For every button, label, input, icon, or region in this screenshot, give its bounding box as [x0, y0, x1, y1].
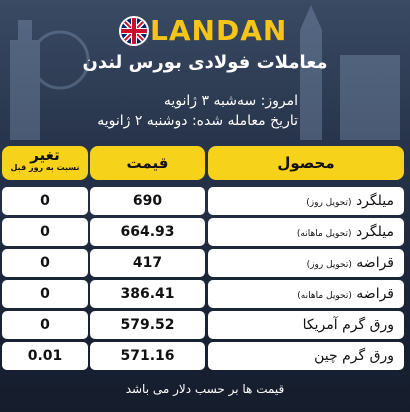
change-cell: 0.01	[2, 342, 88, 370]
footer-note: قیمت ها بر حسب دلار می باشد	[125, 382, 285, 396]
product-cell: میلگرد (تحویل ماهانه)	[208, 218, 404, 246]
uk-flag-icon	[119, 16, 149, 46]
table-row: قراضه (تحویل ماهانه) 386.41 0	[0, 280, 410, 308]
table-row: ورق گرم چین 571.16 0.01	[0, 342, 410, 370]
table-row: قراضه (تحویل روز) 417 0	[0, 249, 410, 277]
header-product: محصول	[208, 146, 404, 180]
today-date: امروز: سه‌شبه ۳ ژانویه	[163, 93, 298, 109]
product-name: قراضه	[356, 255, 394, 271]
change-cell: 0	[2, 280, 88, 308]
product-note: (تحویل ماهانه)	[296, 229, 352, 239]
table-row: میلگرد (تحویل ماهانه) 664.93 0	[0, 218, 410, 246]
product-note: (تحویل روز)	[306, 198, 352, 208]
product-cell: قراضه (تحویل روز)	[208, 249, 404, 277]
table-row: میلگرد (تحویل روز) 690 0	[0, 187, 410, 215]
header-change: تغیر نسبت به روز قبل	[2, 146, 88, 180]
change-cell: 0	[2, 218, 88, 246]
price-cell: 571.16	[90, 342, 205, 370]
header-change-label: تغیر	[30, 146, 60, 164]
header-price: قیمت	[90, 146, 205, 180]
product-cell: ورق گرم چین	[208, 342, 404, 370]
product-note: (تحویل ماهانه)	[297, 291, 352, 301]
change-cell: 0	[2, 249, 88, 277]
product-note: (تحویل روز)	[306, 260, 352, 270]
product-name: ورق گرم آمریکا	[302, 317, 394, 333]
table-row: ورق گرم آمریکا 579.52 0	[0, 311, 410, 339]
price-cell: 417	[90, 249, 205, 277]
product-cell: قراضه (تحویل ماهانه)	[208, 280, 404, 308]
price-cell: 664.93	[90, 218, 205, 246]
product-name: میلگرد	[355, 224, 394, 240]
header-change-sub: نسبت به روز قبل	[10, 163, 80, 172]
page-subtitle: معاملات فولادی بورس لندن	[82, 52, 328, 73]
price-cell: 690	[90, 187, 205, 215]
trade-date: تاریخ معامله شده: دوشنبه ۲ ژانویه	[97, 113, 298, 129]
product-cell: ورق گرم آمریکا	[208, 311, 404, 339]
product-name: میلگرد	[355, 193, 394, 209]
product-cell: میلگرد (تحویل روز)	[208, 187, 404, 215]
london-skyline-background	[10, 5, 400, 140]
price-cell: 386.41	[90, 280, 205, 308]
price-cell: 579.52	[90, 311, 205, 339]
product-name: ورق گرم چین	[314, 348, 394, 364]
brand-title: LANDAN	[150, 14, 288, 47]
change-cell: 0	[2, 311, 88, 339]
change-cell: 0	[2, 187, 88, 215]
product-name: قراضه	[356, 286, 394, 302]
